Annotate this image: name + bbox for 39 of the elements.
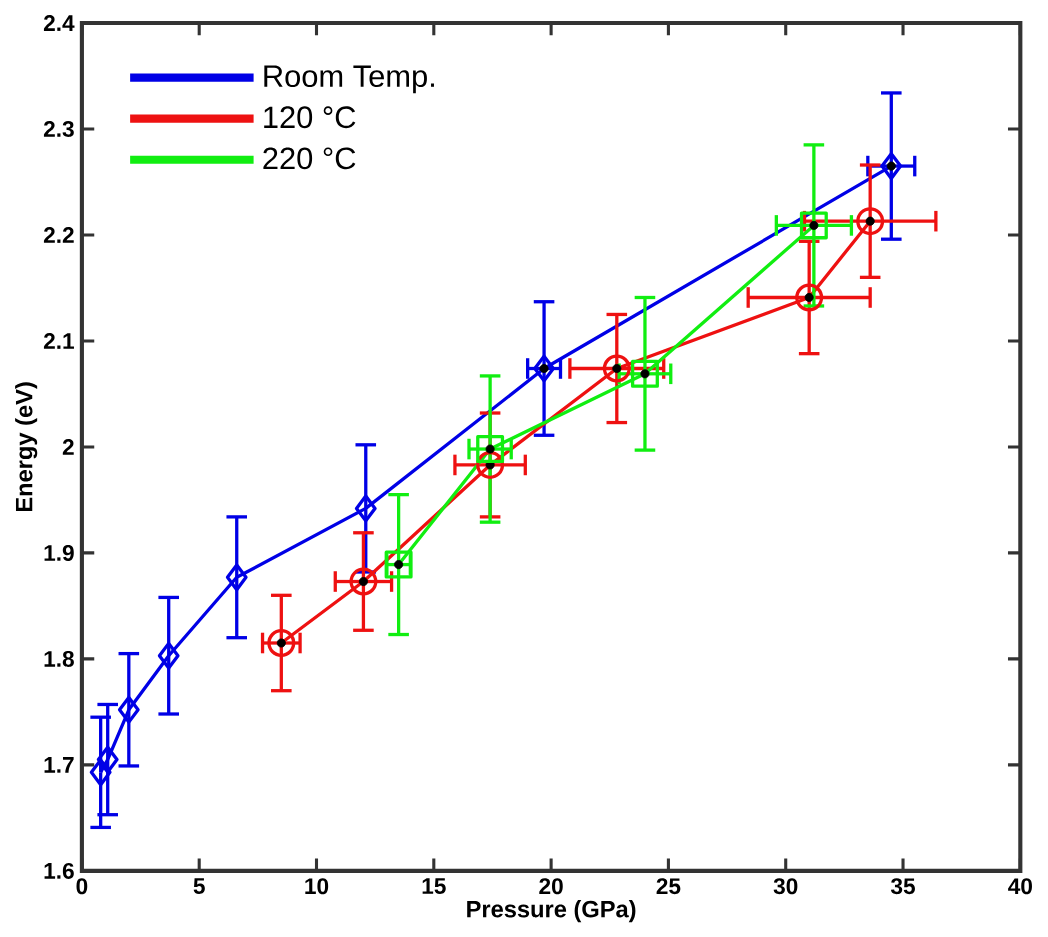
point: [89, 758, 112, 787]
point: [267, 628, 296, 657]
x-tick-label: 10: [305, 878, 329, 895]
legend-label: Room Temp.: [264, 65, 434, 94]
point: [349, 567, 378, 596]
x-axis-title: Pressure (GPa): [467, 899, 636, 923]
x-tick-label: 25: [656, 878, 681, 895]
point: [476, 434, 505, 463]
legend-label: 120 °C: [264, 106, 356, 129]
legend-label: 220 °C: [263, 147, 356, 170]
y-tick-label: 1.9: [44, 544, 74, 561]
point: [157, 641, 180, 670]
x-tick-label: 35: [890, 878, 915, 895]
point: [533, 354, 555, 383]
y-tick-label: 1.7: [44, 756, 74, 773]
x-tick-label: 30: [773, 878, 798, 895]
point: [880, 151, 903, 180]
y-tick-label: 2.4: [43, 14, 75, 31]
y-tick-label: 2.1: [43, 332, 74, 349]
y-tick-label: 1.6: [44, 862, 74, 879]
y-tick-label: 2.3: [43, 120, 74, 137]
point: [795, 283, 824, 312]
point: [799, 211, 828, 240]
point: [96, 745, 119, 774]
y-axis-title: Energy (eV): [15, 382, 38, 511]
y-tick-label: 2.2: [43, 226, 74, 243]
point: [630, 359, 659, 388]
point: [602, 354, 631, 383]
x-tick-label: 15: [422, 878, 446, 894]
y-tick-label: 2: [62, 438, 74, 455]
x-tick-label: 0: [76, 878, 88, 895]
x-tick-label: 20: [539, 878, 563, 895]
point: [225, 563, 248, 592]
point: [856, 207, 885, 236]
point: [117, 695, 140, 724]
x-tick-label: 5: [193, 878, 205, 894]
point: [354, 494, 377, 523]
x-tick-label: 40: [1008, 878, 1032, 895]
y-tick-label: 1.8: [44, 650, 74, 667]
